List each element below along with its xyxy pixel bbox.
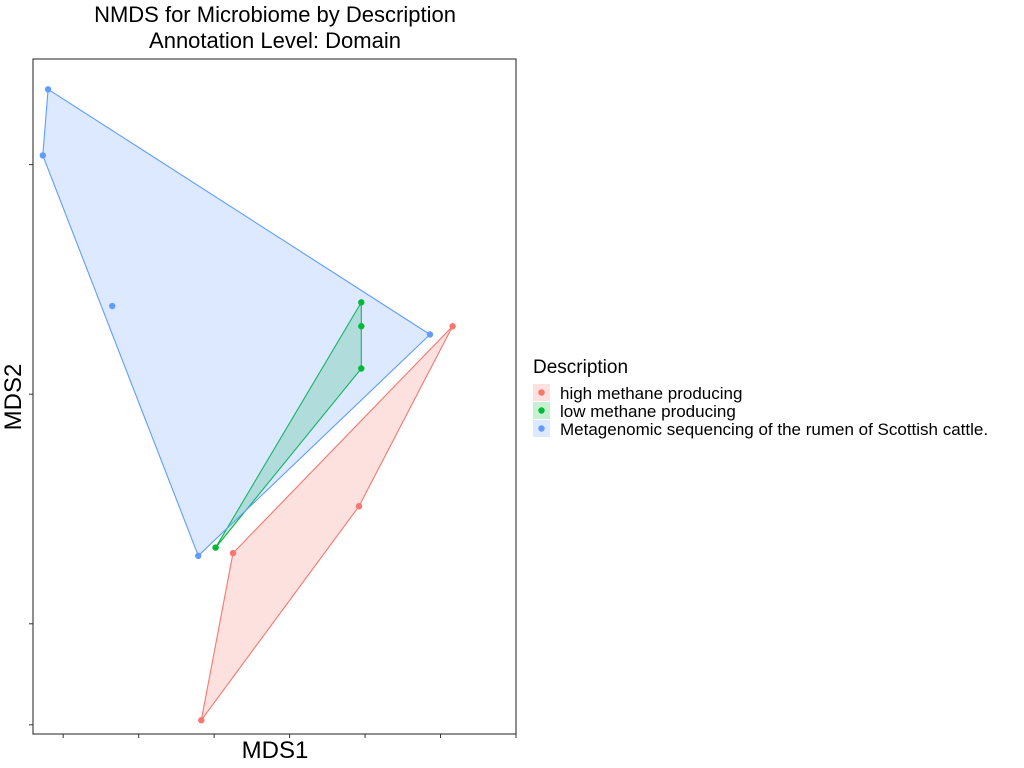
- data-point-series-1-3: [358, 299, 365, 306]
- chart-title-line-2: Annotation Level: Domain: [149, 28, 401, 53]
- legend-title: Description: [533, 357, 628, 378]
- legend-label-1: low methane producing: [560, 402, 736, 421]
- tick-layer: [29, 164, 517, 738]
- plot-panel-border: [32, 58, 517, 735]
- hull-series-2: [42, 88, 431, 557]
- data-point-series-2-4: [426, 331, 434, 338]
- data-point-series-0-1: [229, 549, 237, 557]
- hull-layer: [42, 88, 454, 721]
- chart-title-line-1: NMDS for Microbiome by Description: [94, 2, 456, 27]
- data-point-series-1-2: [358, 323, 365, 330]
- point-layer: [39, 86, 456, 724]
- legend-key-dot-1: [538, 407, 545, 414]
- data-point-series-1-1: [358, 365, 365, 372]
- data-point-series-0-2: [355, 503, 363, 510]
- data-point-series-0-0: [198, 717, 205, 724]
- legend-key-dot-2: [538, 425, 545, 432]
- legend-label-2: Metagenomic sequencing of the rumen of S…: [560, 420, 988, 439]
- legend-key-dot-0: [538, 389, 545, 396]
- data-point-series-2-3: [195, 552, 202, 560]
- data-point-series-2-2: [109, 302, 116, 310]
- data-point-series-0-3: [449, 323, 456, 330]
- data-point-series-1-0: [212, 544, 219, 551]
- y-axis-label: MDS2: [0, 364, 27, 431]
- data-point-series-2-1: [39, 152, 47, 159]
- x-axis-label: MDS1: [242, 737, 309, 764]
- data-point-series-2-0: [44, 86, 52, 93]
- legend-label-0: high methane producing: [560, 384, 742, 403]
